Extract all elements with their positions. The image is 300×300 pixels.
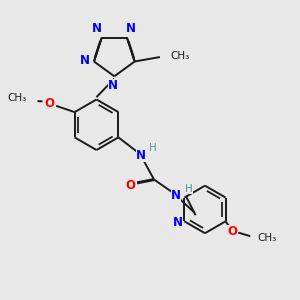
Text: H: H xyxy=(149,143,157,153)
Text: N: N xyxy=(173,216,183,229)
Text: N: N xyxy=(80,53,89,67)
Text: CH₃: CH₃ xyxy=(170,51,190,61)
Text: O: O xyxy=(227,225,237,238)
Text: H: H xyxy=(185,184,193,194)
Text: CH₃: CH₃ xyxy=(8,93,27,103)
Text: N: N xyxy=(92,22,102,35)
Text: O: O xyxy=(44,97,54,110)
Text: N: N xyxy=(126,22,136,35)
Text: CH₃: CH₃ xyxy=(258,233,277,243)
Text: N: N xyxy=(171,189,181,203)
Text: N: N xyxy=(136,149,146,162)
Text: N: N xyxy=(108,79,118,92)
Text: O: O xyxy=(125,179,135,192)
